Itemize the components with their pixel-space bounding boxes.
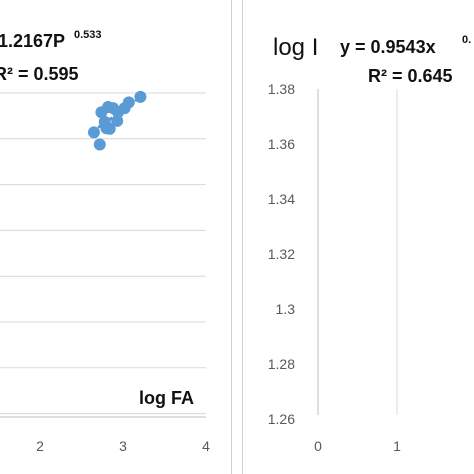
x-tick-label: 4 [202,438,210,454]
data-point [87,126,100,139]
equation-label: 1.2167P [0,31,65,51]
x-tick-label: 1 [393,438,401,454]
r-squared-label: R² = 0.645 [368,66,453,86]
data-point [93,138,106,151]
panel-border [231,0,232,474]
y-tick-label: 1.26 [268,411,295,427]
data-point [103,122,116,135]
data-point [134,90,147,103]
x-tick-label: 2 [36,438,44,454]
data-point [111,114,124,127]
y-axis-label: log I [273,34,318,61]
equation-exponent: 0. [462,34,471,46]
left-chart-panel: 2 3 4 1.2167P 0.533 R² = 0.595 log FA [0,0,232,474]
equation-exponent: 0.533 [74,29,102,41]
right-chart-panel: 1.38 1.36 1.34 1.32 1.3 1.28 1.26 0 1 log I y =… [242,0,474,474]
right-scatter-chart: 1.38 1.36 1.34 1.32 1.3 1.28 1.26 0 1 log I y =… [268,34,471,454]
panel-border [242,0,243,474]
data-point [122,96,135,109]
xlabel-background [134,383,196,407]
x-axis-label: log FA [139,388,194,408]
left-scatter-chart: 2 3 4 1.2167P 0.533 R² = 0.595 log FA [0,29,210,454]
y-tick-label: 1.32 [268,246,295,262]
r-squared-label: R² = 0.595 [0,64,79,84]
y-tick-label: 1.38 [268,81,295,97]
equation-label: y = 0.9543x [340,37,436,57]
y-tick-label: 1.28 [268,356,295,372]
y-tick-label: 1.3 [276,301,296,317]
y-tick-label: 1.36 [268,136,295,152]
x-tick-label: 3 [119,438,127,454]
y-tick-label: 1.34 [268,191,295,207]
x-tick-label: 0 [314,438,322,454]
